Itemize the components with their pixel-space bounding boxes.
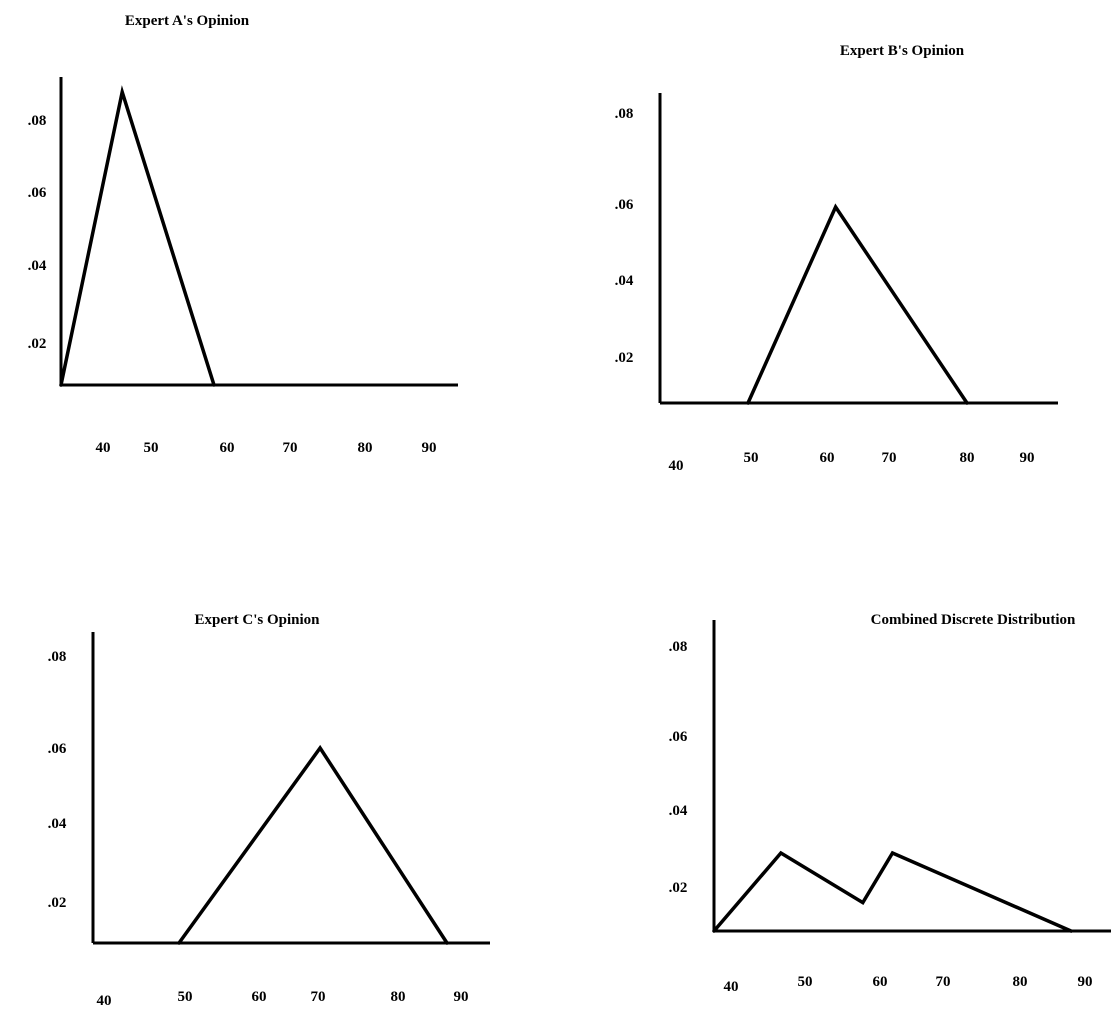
expert-c-x-tick-label: 70 (311, 989, 326, 1005)
expert-c-x-tick-label: 60 (252, 989, 267, 1005)
expert-c-x-tick-label: 80 (391, 989, 406, 1005)
expert-b-x-tick-label: 90 (1020, 450, 1035, 466)
expert-a-x-tick-label: 70 (283, 440, 298, 456)
expert-b-y-tick-label: .08 (615, 106, 634, 122)
expert-b-y-tick-label: .04 (615, 273, 634, 289)
combined-y-tick-label: .08 (669, 639, 688, 655)
expert-c-chart-title: Expert C's Opinion (194, 612, 320, 628)
expert-b-chart-title: Expert B's Opinion (840, 43, 965, 59)
expert-a-x-tick-label: 60 (220, 440, 235, 456)
expert-c-x-tick-label: 90 (454, 989, 469, 1005)
expert-a-y-tick-label: .02 (28, 336, 47, 352)
expert-c-x-tick-label: 40 (97, 993, 112, 1009)
expert-a-x-tick-label: 50 (144, 440, 159, 456)
combined-y-tick-label: .06 (669, 729, 688, 745)
expert-c-y-tick-label: .06 (48, 741, 67, 757)
combined-x-tick-label: 90 (1078, 974, 1093, 990)
expert-a-chart-title: Expert A's Opinion (125, 13, 250, 29)
expert-b-x-tick-label: 40 (669, 458, 684, 474)
expert-b-x-tick-label: 70 (882, 450, 897, 466)
expert-b-y-tick-label: .02 (615, 350, 634, 366)
combined-y-tick-label: .02 (669, 880, 688, 896)
expert-c-series-line (177, 744, 449, 945)
expert-c-x-tick-label: 50 (178, 989, 193, 1005)
combined-chart-title: Combined Discrete Distribution (871, 612, 1076, 628)
combined-x-tick-label: 80 (1013, 974, 1028, 990)
expert-a-x-tick-label: 90 (422, 440, 437, 456)
expert-b-x-tick-label: 50 (744, 450, 759, 466)
combined-y-tick-label: .04 (669, 803, 688, 819)
combined-x-tick-label: 60 (873, 974, 888, 990)
expert-c-y-tick-label: .04 (48, 816, 67, 832)
expert-c-y-tick-label: .08 (48, 649, 67, 665)
expert-b-x-tick-label: 80 (960, 450, 975, 466)
expert-a-y-tick-label: .04 (28, 258, 47, 274)
combined-x-tick-label: 70 (936, 974, 951, 990)
combined-x-tick-label: 50 (798, 974, 813, 990)
expert-a-x-tick-label: 40 (96, 440, 111, 456)
expert-a-x-tick-label: 80 (358, 440, 373, 456)
expert-a-y-tick-label: .06 (28, 185, 47, 201)
expert-c-y-tick-label: .02 (48, 895, 67, 911)
expert-a-series-line (59, 85, 216, 387)
expert-b-y-tick-label: .06 (615, 197, 634, 213)
expert-a-y-tick-label: .08 (28, 113, 47, 129)
expert-b-x-tick-label: 60 (820, 450, 835, 466)
combined-x-tick-label: 40 (724, 979, 739, 995)
expert-b-series-line (746, 203, 969, 405)
combined-series-line (712, 850, 1073, 933)
